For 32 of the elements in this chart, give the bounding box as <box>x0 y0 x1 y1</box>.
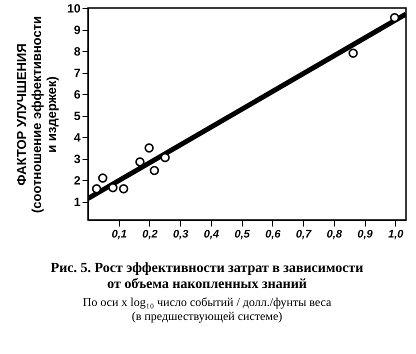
point <box>390 13 400 22</box>
y-tick-label: 8 <box>74 44 81 59</box>
x-tick-label: 0,6 <box>265 228 282 240</box>
text: Рис. 5. Рост эффективности затрат в зависимости от объема накопленных знаний <box>50 261 364 292</box>
point <box>92 184 102 194</box>
x-tick-label: 0,7 <box>296 228 312 240</box>
x-tick-label: 0,3 <box>173 228 188 240</box>
point <box>144 143 154 153</box>
y-tick-label: 4 <box>74 130 81 145</box>
y-tick-label: 6 <box>74 88 81 102</box>
y-tick-label: 10 <box>67 2 81 16</box>
y-axis-title: ФАКТОР УЛУЧШЕНИЯ (соотношение эффективности и издержек) <box>14 16 60 214</box>
y-tick-label: 5 <box>74 109 81 124</box>
x-tick-label: 0,9 <box>357 228 374 240</box>
point <box>118 184 128 194</box>
y-tick-label: 2 <box>74 174 81 188</box>
y-tick-label: 1 <box>74 195 81 210</box>
point <box>98 173 108 183</box>
x-tick-label: 0,5 <box>234 228 251 240</box>
text: По оси x log₁₀ число событий / долл./фунты веса (в предшествующей системе) <box>82 295 332 323</box>
y-tick-label: 9 <box>74 23 81 38</box>
x-tick-label: 1,0 <box>388 228 404 240</box>
x-tick-label: 0,4 <box>204 228 220 240</box>
point <box>108 183 118 192</box>
x-tick-label: 0,2 <box>142 228 158 240</box>
point <box>150 166 160 176</box>
x-tick-label: 0,1 <box>112 228 127 240</box>
y-tick-label: 3 <box>74 152 81 166</box>
y-tick-label: 7 <box>74 66 81 80</box>
point <box>135 157 145 167</box>
x-tick-label: 0,8 <box>326 228 343 240</box>
point <box>348 48 358 58</box>
